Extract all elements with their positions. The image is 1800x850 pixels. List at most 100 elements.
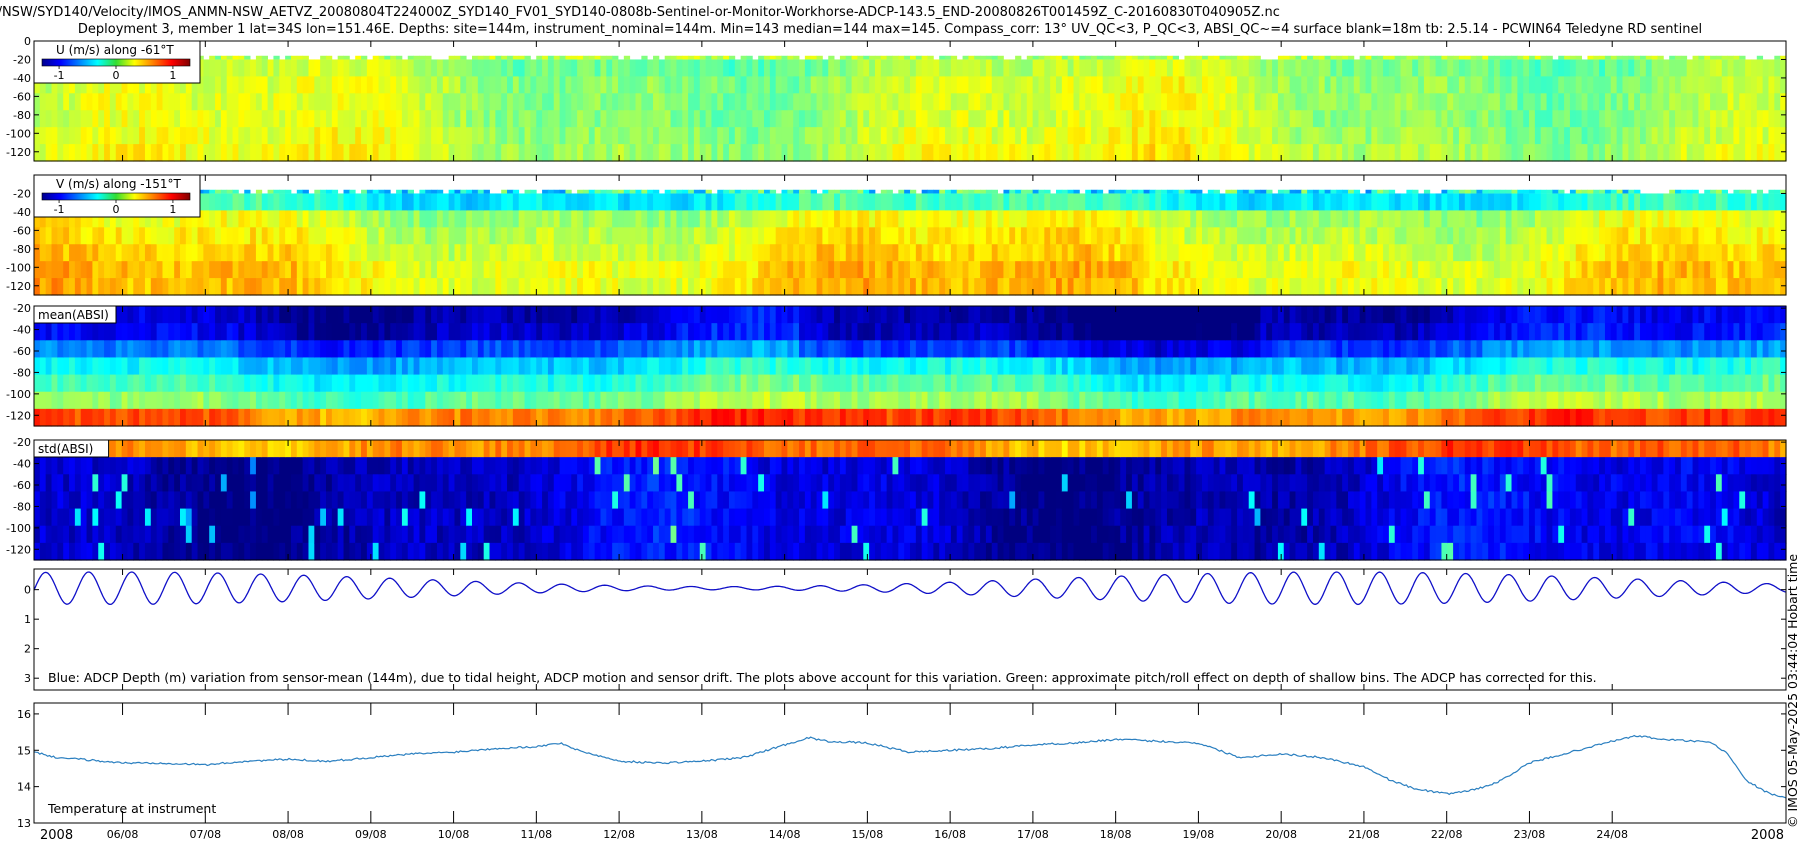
heatmap-cell xyxy=(781,110,788,128)
heatmap-cell xyxy=(279,144,286,162)
heatmap-cell xyxy=(1476,76,1483,94)
heatmap-cell xyxy=(261,227,269,245)
heatmap-cell xyxy=(1435,210,1443,228)
heatmap-cell xyxy=(1196,76,1203,94)
heatmap-cell xyxy=(180,210,187,228)
heatmap-cell xyxy=(542,261,549,279)
heatmap-cell xyxy=(1038,76,1045,94)
heatmap-cell xyxy=(752,189,759,194)
heatmap-cell xyxy=(1342,244,1349,262)
heatmap-cell xyxy=(1161,278,1168,296)
heatmap-cell xyxy=(1546,227,1553,245)
heatmap-cell xyxy=(1178,144,1186,162)
heatmap-cell xyxy=(390,261,397,279)
heatmap-cell xyxy=(372,278,380,296)
heatmap-cell xyxy=(1394,278,1402,296)
heatmap-cell xyxy=(658,323,666,341)
heatmap-cell xyxy=(1242,210,1250,228)
heatmap-cell xyxy=(711,210,718,228)
heatmap-cell xyxy=(366,340,374,359)
heatmap-cell xyxy=(45,278,53,296)
heatmap-cell xyxy=(834,189,841,194)
heatmap-cell xyxy=(109,357,117,376)
heatmap-cell xyxy=(1750,227,1758,245)
heatmap-cell xyxy=(1733,76,1740,94)
heatmap-cell xyxy=(390,306,397,324)
heatmap-cell xyxy=(1266,278,1273,296)
heatmap-cell xyxy=(1248,210,1256,228)
heatmap-cell xyxy=(1686,278,1694,296)
heatmap-cell xyxy=(80,244,88,262)
heatmap-cell xyxy=(1289,244,1297,262)
heatmap-cell xyxy=(717,340,724,359)
heatmap-cell xyxy=(1283,59,1291,77)
heatmap-cell xyxy=(571,210,578,228)
heatmap-cell xyxy=(477,278,485,296)
heatmap-cell xyxy=(1301,55,1308,60)
heatmap-cell xyxy=(74,261,82,279)
heatmap-cell xyxy=(203,244,210,262)
heatmap-cell xyxy=(454,391,461,410)
heatmap-cell xyxy=(501,261,508,279)
heatmap-cell xyxy=(1213,278,1221,296)
heatmap-cell xyxy=(1196,210,1203,228)
heatmap-cell xyxy=(1260,59,1267,77)
heatmap-cell xyxy=(197,93,204,111)
heatmap-cell xyxy=(267,93,275,111)
heatmap-cell xyxy=(1622,244,1629,262)
heatmap-cell xyxy=(337,408,345,427)
heatmap-cell xyxy=(764,323,771,341)
heatmap-cell xyxy=(174,210,181,228)
heatmap-cell xyxy=(810,55,817,60)
heatmap-cell xyxy=(302,189,309,194)
heatmap-cell xyxy=(407,340,415,359)
heatmap-cell xyxy=(1552,110,1559,128)
heatmap-cell xyxy=(699,340,707,359)
heatmap-cell xyxy=(39,244,47,262)
heatmap-cell xyxy=(623,323,631,341)
heatmap-cell xyxy=(1079,244,1086,262)
heatmap-cell xyxy=(466,408,473,427)
heatmap-cell xyxy=(647,127,654,145)
heatmap-cell xyxy=(454,227,461,245)
heatmap-cell xyxy=(705,59,713,77)
heatmap-cell xyxy=(1575,144,1583,162)
heatmap-cell xyxy=(1038,93,1045,111)
heatmap-cell xyxy=(337,261,345,279)
heatmap-cell xyxy=(682,210,689,228)
heatmap-cell xyxy=(349,227,356,245)
heatmap-cell xyxy=(1587,244,1594,262)
heatmap-cell xyxy=(536,59,543,77)
heatmap-cell xyxy=(1026,244,1034,262)
heatmap-cell xyxy=(226,127,234,145)
heatmap-cell xyxy=(197,55,204,60)
heatmap-cell xyxy=(1172,189,1180,194)
heatmap-cell xyxy=(612,306,619,324)
heatmap-cell xyxy=(378,189,385,194)
heatmap-cell xyxy=(693,210,701,228)
heatmap-cell xyxy=(693,244,701,262)
heatmap-cell xyxy=(191,144,199,162)
heatmap-cell xyxy=(121,391,129,410)
heatmap-cell xyxy=(927,127,934,145)
heatmap-cell xyxy=(436,93,444,111)
heatmap-cell xyxy=(215,391,222,410)
heatmap-cell xyxy=(121,278,129,296)
heatmap-cell xyxy=(1774,193,1781,211)
heatmap-cell xyxy=(1552,261,1559,279)
heatmap-cell xyxy=(156,374,164,393)
heatmap-cell xyxy=(1447,227,1454,245)
heatmap-cell xyxy=(1762,110,1770,128)
heatmap-cell xyxy=(1359,76,1367,94)
heatmap-cell xyxy=(734,189,742,194)
heatmap-cell xyxy=(273,244,280,262)
heatmap-cell xyxy=(723,323,730,341)
heatmap-cell xyxy=(45,357,53,376)
heatmap-cell xyxy=(1552,127,1559,145)
heatmap-cell xyxy=(1248,55,1255,60)
heatmap-cell xyxy=(267,306,275,324)
heatmap-cell xyxy=(705,76,713,94)
heatmap-cell xyxy=(945,55,952,60)
heatmap-cell xyxy=(1196,55,1203,60)
heatmap-cell xyxy=(1587,210,1594,228)
